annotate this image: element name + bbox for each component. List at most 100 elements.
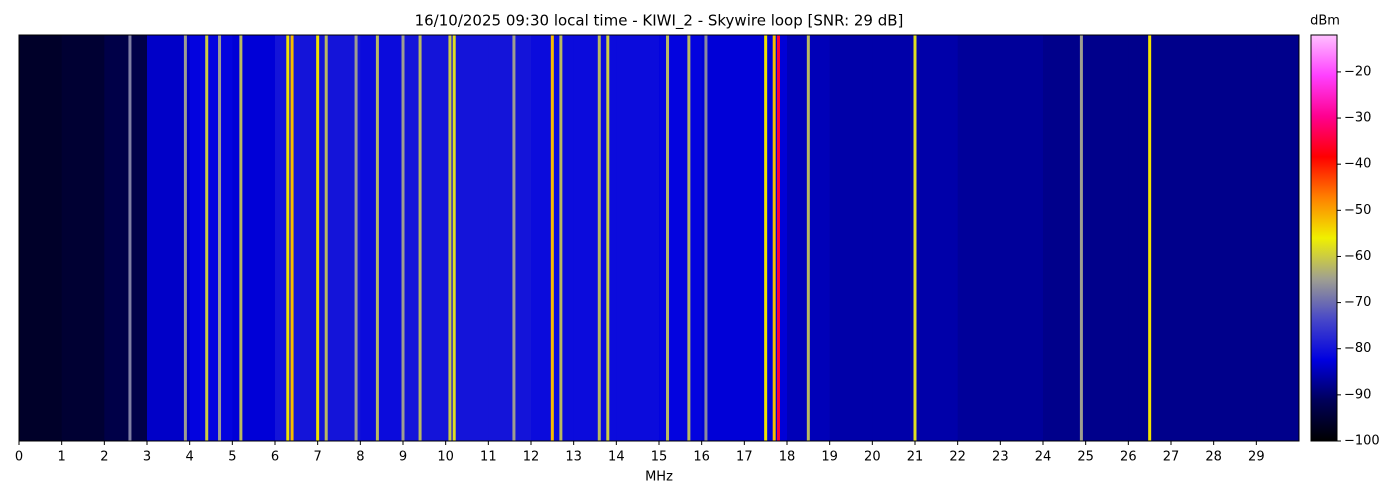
noise-floor-band [957,35,1001,441]
x-tick-label: 27 [1163,450,1180,465]
signal-line [128,35,132,441]
colorbar-tick-label: −30 [1344,111,1371,126]
signal-line [375,35,379,441]
noise-floor-band [573,35,617,441]
signal-line [1148,35,1152,441]
signal-line [913,35,917,441]
signal-line [316,35,320,441]
colorbar-tick-label: −80 [1344,341,1371,356]
x-tick-label: 13 [565,450,582,465]
x-tick-label: 21 [907,450,924,465]
x-tick-label: 7 [314,450,322,465]
noise-floor-band [360,35,404,441]
x-tick-label: 3 [143,450,151,465]
noise-floor-band [19,35,63,441]
noise-floor-band [147,35,191,441]
noise-floor-band [1043,35,1087,441]
noise-floor-band [872,35,916,441]
x-tick-label: 25 [1077,450,1094,465]
noise-floor-band [61,35,105,441]
colorbar-tick-label: −40 [1344,157,1371,172]
signal-line [772,35,776,441]
plot-area [19,35,1300,441]
x-tick-label: 12 [523,450,540,465]
x-tick-label: 24 [1035,450,1052,465]
signal-line [704,35,708,441]
signal-line [559,35,563,441]
x-tick-label: 28 [1205,450,1222,465]
noise-floor-band [1256,35,1300,441]
x-tick-label: 8 [356,450,364,465]
x-tick-label: 18 [779,450,796,465]
x-tick-label: 16 [693,450,710,465]
colorbar [1310,34,1338,442]
noise-floor-band [104,35,148,441]
noise-floor-band [616,35,660,441]
noise-floor-band [445,35,489,441]
x-tick-label: 10 [437,450,454,465]
x-tick-label: 0 [15,450,23,465]
noise-floor-band [701,35,745,441]
signal-line [764,35,768,441]
signal-line [666,35,670,441]
colorbar-tick-label: −50 [1344,203,1371,218]
colorbar-tick-label: −60 [1344,249,1371,264]
colorbar-tick-label: −90 [1344,387,1371,402]
signal-line [1079,35,1083,441]
colorbar-tick-label: −70 [1344,295,1371,310]
x-tick-label: 19 [821,450,838,465]
signal-line [512,35,516,441]
x-tick-label: 23 [992,450,1009,465]
signal-line [418,35,422,441]
noise-floor-band [403,35,447,441]
signal-line [290,35,294,441]
x-tick-label: 4 [186,450,194,465]
noise-floor-band [659,35,703,441]
signal-line [687,35,691,441]
noise-floor-band [1171,35,1215,441]
noise-floor-band [915,35,959,441]
x-tick-label: 14 [608,450,625,465]
colorbar-tick-label: −20 [1344,64,1371,79]
noise-floor-band [232,35,276,441]
noise-floor-band [1213,35,1257,441]
chart-title: 16/10/2025 09:30 local time - KIWI_2 - S… [415,12,904,31]
noise-floor-band [189,35,233,441]
x-tick-label: 1 [58,450,66,465]
signal-line [183,35,187,441]
signal-line [597,35,601,441]
colorbar-label: dBm [1310,14,1340,29]
noise-floor-band [1000,35,1044,441]
x-tick-label: 17 [736,450,753,465]
x-tick-label: 22 [949,450,966,465]
signal-line [606,35,610,441]
colorbar-tick-label: −100 [1344,434,1380,449]
signal-line [239,35,243,441]
signal-line [286,35,290,441]
x-tick-label: 6 [271,450,279,465]
signal-line [776,35,780,441]
signal-line [205,35,209,441]
x-tick-label: 9 [399,450,407,465]
noise-floor-band [275,35,319,441]
signal-line [218,35,222,441]
noise-floor-band [317,35,361,441]
signal-line [448,35,452,441]
x-axis-label: MHz [645,470,673,485]
x-tick-label: 11 [480,450,497,465]
signal-line [324,35,328,441]
signal-line [401,35,405,441]
x-tick-label: 15 [651,450,668,465]
noise-floor-band [488,35,532,441]
x-tick-label: 2 [100,450,108,465]
noise-floor-band [1085,35,1129,441]
signal-line [354,35,358,441]
noise-floor-band [829,35,873,441]
signal-line [806,35,810,441]
x-tick-label: 29 [1248,450,1265,465]
signal-line [550,35,554,441]
signal-line [452,35,456,441]
x-tick-label: 5 [228,450,236,465]
x-tick-label: 26 [1120,450,1137,465]
